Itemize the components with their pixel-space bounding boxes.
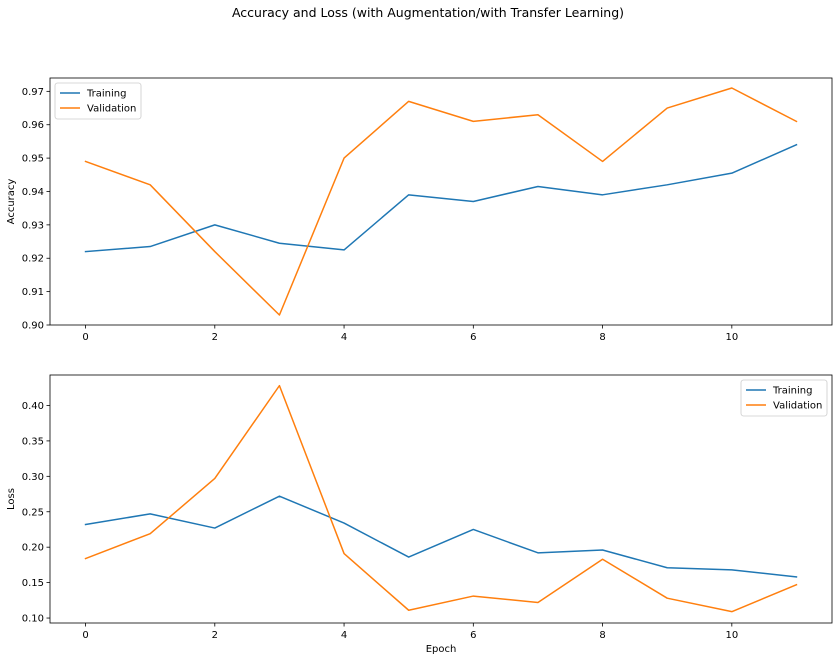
data-point-training xyxy=(601,549,604,552)
data-point-validation xyxy=(536,601,539,604)
x-tick-label: 0 xyxy=(82,630,88,641)
data-point-training xyxy=(407,556,410,559)
y-tick-label: 0.92 xyxy=(22,254,44,265)
axes-frame xyxy=(49,374,833,624)
y-tick-label: 0.25 xyxy=(22,507,44,518)
legend-label-validation: Validation xyxy=(773,401,822,412)
y-tick-label: 0.90 xyxy=(22,321,44,332)
data-point-validation xyxy=(213,250,216,253)
legend-box xyxy=(740,379,828,417)
data-point-validation xyxy=(601,160,604,163)
data-point-validation xyxy=(472,120,475,123)
y-tick-label: 0.91 xyxy=(22,287,44,298)
data-point-validation xyxy=(407,609,410,612)
data-point-training xyxy=(407,193,410,196)
data-point-validation xyxy=(536,113,539,116)
legend: Training Validation xyxy=(740,379,828,417)
data-point-training xyxy=(278,242,281,245)
legend-label-training: Training xyxy=(86,89,126,100)
x-tick-label: 6 xyxy=(470,332,476,343)
figure-title: Accuracy and Loss (with Augmentation/wit… xyxy=(232,5,624,20)
legend-label-validation: Validation xyxy=(87,104,136,115)
data-point-training xyxy=(343,522,346,525)
x-tick-label: 4 xyxy=(341,630,347,641)
x-tick-label: 8 xyxy=(599,630,605,641)
data-point-training xyxy=(278,495,281,498)
y-tick-label: 0.35 xyxy=(22,436,44,447)
data-point-training xyxy=(666,566,669,569)
data-point-validation xyxy=(407,100,410,103)
data-point-validation xyxy=(730,87,733,90)
data-point-training xyxy=(84,523,87,526)
y-tick-label: 0.94 xyxy=(22,187,44,198)
x-axis-label: Epoch xyxy=(426,644,457,655)
data-point-validation xyxy=(343,157,346,160)
y-tick-label: 0.20 xyxy=(22,543,44,554)
series-line-training xyxy=(84,495,798,578)
data-point-validation xyxy=(149,532,152,535)
legend: Training Validation xyxy=(54,82,142,120)
data-point-validation xyxy=(601,558,604,561)
x-tick-label: 8 xyxy=(599,332,605,343)
data-point-training xyxy=(536,185,539,188)
data-point-validation xyxy=(278,313,281,316)
y-axis-label: Accuracy xyxy=(6,179,17,225)
data-point-validation xyxy=(730,610,733,613)
data-point-validation xyxy=(278,384,281,387)
y-tick-label: 0.93 xyxy=(22,220,44,231)
data-point-training xyxy=(84,250,87,253)
data-point-training xyxy=(601,193,604,196)
y-tick-label: 0.30 xyxy=(22,472,44,483)
data-point-training xyxy=(666,183,669,186)
data-point-training xyxy=(730,568,733,571)
x-tick-label: 0 xyxy=(82,332,88,343)
data-point-validation xyxy=(84,160,87,163)
data-point-training xyxy=(472,200,475,203)
data-point-validation xyxy=(149,183,152,186)
subplots: 0 2 4 6 8 10 0.90 0.91 0.92 0.93 0.94 0.95 0.96 0.97 A… xyxy=(6,77,833,655)
data-point-validation xyxy=(666,597,669,600)
data-point-training xyxy=(730,172,733,175)
y-tick-label: 0.95 xyxy=(22,154,44,165)
data-point-training xyxy=(472,528,475,531)
y-tick-label: 0.96 xyxy=(22,120,44,131)
data-point-validation xyxy=(795,120,798,123)
y-axis-label: Loss xyxy=(6,488,17,510)
data-point-validation xyxy=(795,583,798,586)
series-line-validation xyxy=(84,384,798,613)
data-point-validation xyxy=(213,477,216,480)
series-line-validation xyxy=(84,87,798,316)
data-point-training xyxy=(149,512,152,515)
x-tick-label: 6 xyxy=(470,630,476,641)
y-tick-label: 0.10 xyxy=(22,614,44,625)
data-point-validation xyxy=(84,557,87,560)
y-tick-label: 0.15 xyxy=(22,578,44,589)
y-tick-label: 0.97 xyxy=(22,87,44,98)
data-point-training xyxy=(795,575,798,578)
x-tick-label: 10 xyxy=(725,332,738,343)
series-line-training xyxy=(84,143,798,253)
data-point-validation xyxy=(472,595,475,598)
axes-frame xyxy=(49,77,833,326)
subplot-2: 0 2 4 6 8 10 0.10 0.15 0.20 0.25 0.30 0.35 0.40 Loss E… xyxy=(6,374,833,655)
data-point-validation xyxy=(343,552,346,555)
x-tick-label: 2 xyxy=(212,332,218,343)
legend-box xyxy=(54,82,142,120)
x-tick-label: 10 xyxy=(725,630,738,641)
data-point-training xyxy=(213,223,216,226)
x-tick-label: 4 xyxy=(341,332,347,343)
data-point-training xyxy=(795,143,798,146)
data-point-training xyxy=(343,248,346,251)
x-tick-label: 2 xyxy=(212,630,218,641)
data-point-training xyxy=(536,551,539,554)
legend-label-training: Training xyxy=(772,386,812,397)
y-tick-label: 0.40 xyxy=(22,401,44,412)
data-point-validation xyxy=(666,107,669,110)
data-point-training xyxy=(213,527,216,530)
data-point-training xyxy=(149,245,152,248)
subplot-1: 0 2 4 6 8 10 0.90 0.91 0.92 0.93 0.94 0.95 0.96 0.97 A… xyxy=(6,77,833,343)
